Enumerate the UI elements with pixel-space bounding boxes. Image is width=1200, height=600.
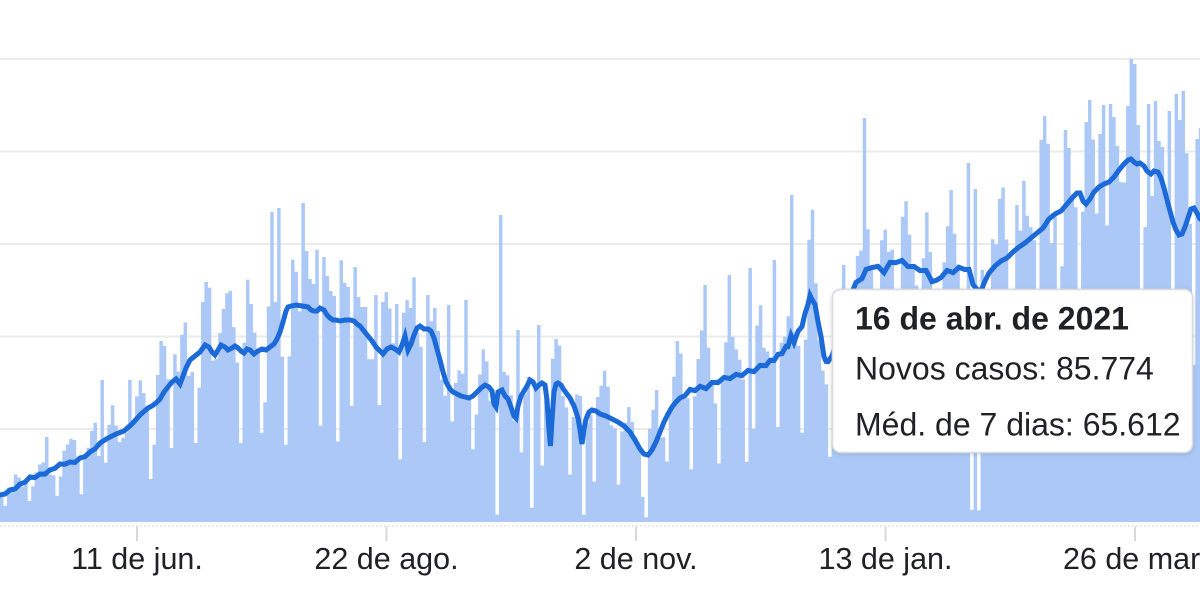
svg-text:13 de jan.: 13 de jan.	[819, 542, 953, 576]
svg-text:16 de abr. de 2021: 16 de abr. de 2021	[855, 301, 1129, 337]
svg-text:Méd. de 7 dias: 65.612: Méd. de 7 dias: 65.612	[855, 407, 1181, 443]
svg-text:2 de nov.: 2 de nov.	[574, 542, 697, 576]
svg-text:Novos casos: 85.774: Novos casos: 85.774	[855, 351, 1154, 387]
svg-text:26 de mar.: 26 de mar.	[1063, 542, 1200, 576]
svg-text:22 de ago.: 22 de ago.	[314, 542, 458, 576]
svg-text:11 de jun.: 11 de jun.	[71, 542, 203, 576]
